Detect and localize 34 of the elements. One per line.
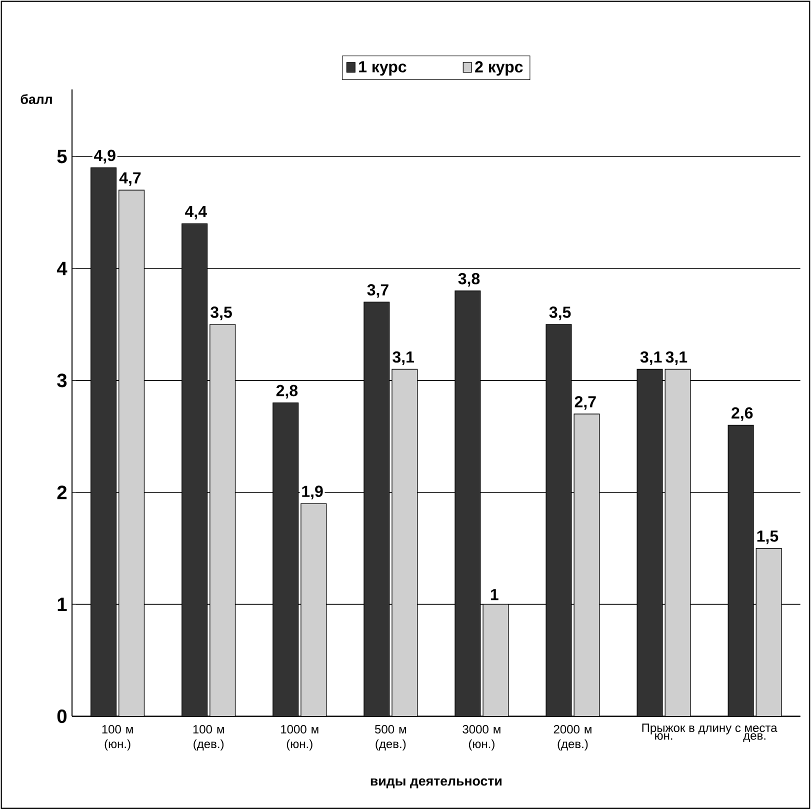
x-tick-label: 500 м (дев.) <box>375 725 406 751</box>
x-tick-label: 1000 м (юн.) <box>281 725 318 751</box>
data-label: 3,5 <box>549 306 571 320</box>
y-tick-label: 3 <box>57 374 67 388</box>
data-label: 1,5 <box>757 530 778 544</box>
data-label: 4,4 <box>185 206 207 220</box>
x-tick-label: 2000 м (дев.) <box>554 725 592 751</box>
data-label: 3,7 <box>367 284 388 298</box>
x-axis-title: виды деятельности <box>370 778 502 788</box>
y-tick-label: 1 <box>58 598 67 612</box>
data-label: 2,6 <box>732 407 753 422</box>
data-label: 3,1 <box>640 351 662 366</box>
legend-label: 1 курс <box>359 61 406 76</box>
x-tick-label: 3000 м (юн.) <box>462 725 500 751</box>
x-tick-label: 100 м (дев.) <box>193 725 224 751</box>
y-tick-label: 5 <box>57 150 67 164</box>
data-label: 4,7 <box>119 172 141 186</box>
data-label: 4,9 <box>94 150 116 164</box>
y-axis-title: балл <box>20 94 52 104</box>
y-tick-label: 4 <box>56 262 68 276</box>
data-label: 3,1 <box>666 351 688 366</box>
data-label: 2,7 <box>574 396 596 410</box>
x-tick-label: дев. <box>743 733 766 742</box>
data-label: 1 <box>490 589 498 600</box>
data-label: 3,5 <box>210 306 232 320</box>
data-label: 1,9 <box>302 486 323 500</box>
y-tick-label: 0 <box>57 710 67 724</box>
legend-label: 2 курс <box>475 61 523 76</box>
x-tick-label: 100 м (юн.) <box>102 725 133 751</box>
x-tick-label: юн. <box>655 733 672 740</box>
y-tick-label: 2 <box>57 486 67 500</box>
data-label: 3,8 <box>458 273 480 287</box>
data-label: 2,8 <box>276 385 298 399</box>
data-label: 3,1 <box>392 351 414 366</box>
